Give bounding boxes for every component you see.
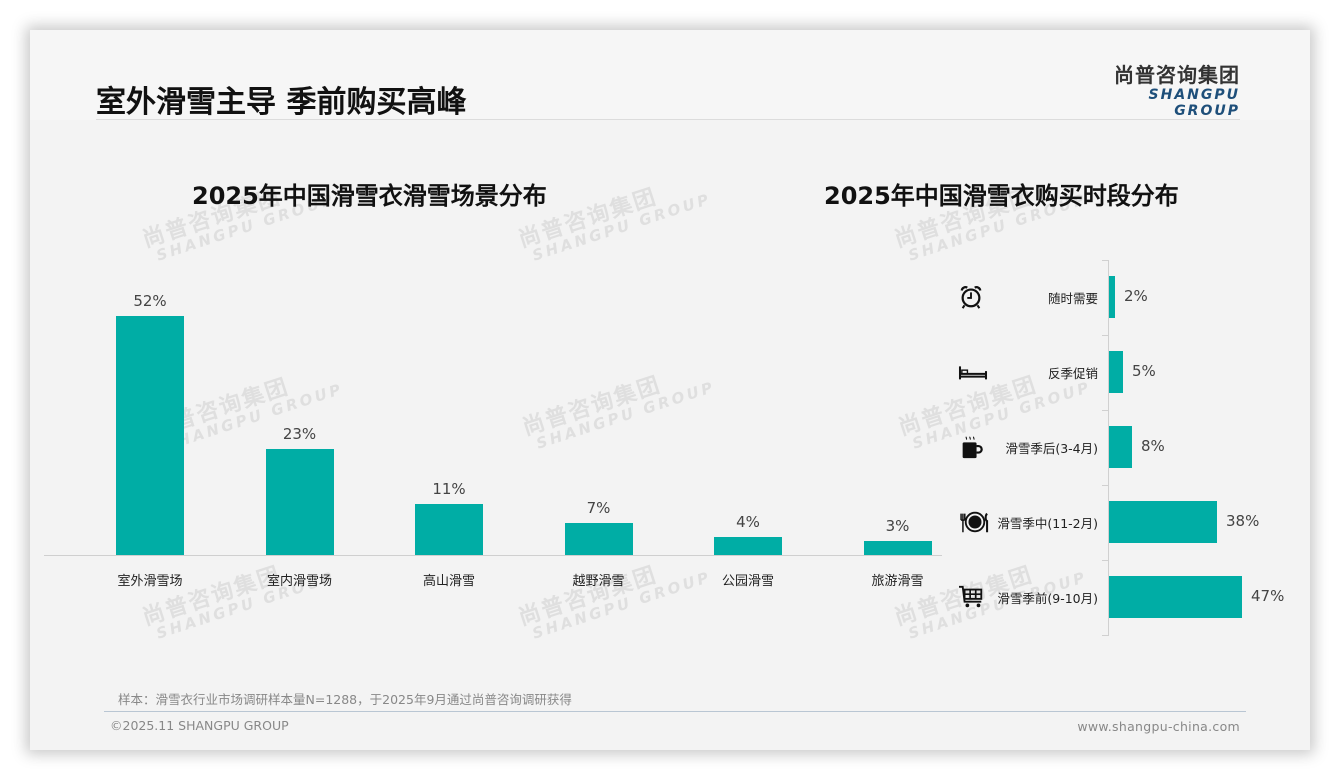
bar-value-label: 11% <box>432 480 466 498</box>
bar-row: 反季促销 5% <box>950 351 1310 393</box>
header-band <box>30 30 1310 120</box>
category-label: 公园滑雪 <box>721 574 774 589</box>
x-axis-baseline <box>44 555 942 556</box>
category-label: 滑雪季中(11-2月) <box>997 516 1098 531</box>
category-label: 室外滑雪场 <box>117 574 183 589</box>
bar-row: 滑雪季前(9-10月) 47% <box>950 576 1310 618</box>
bar-group: 23% 室内滑雪场 <box>250 280 350 590</box>
category-label: 高山滑雪 <box>422 574 475 589</box>
category-label: 反季促销 <box>1047 366 1098 381</box>
category-label: 越野滑雪 <box>572 574 625 589</box>
axis-tick <box>1102 410 1109 411</box>
bar <box>415 504 483 555</box>
category-label: 随时需要 <box>1047 291 1098 306</box>
bar <box>265 449 334 555</box>
bar-row: 滑雪季后(3-4月) 8% <box>950 426 1310 468</box>
bar <box>714 537 782 555</box>
footer-divider <box>104 711 1246 712</box>
website-link[interactable]: www.shangpu-china.com <box>1077 719 1240 734</box>
axis-tick <box>1102 485 1109 486</box>
y-axis-line <box>1108 260 1109 635</box>
bar-value-label: 23% <box>282 425 317 443</box>
logo-chinese-text: 尚普咨询集团 <box>1114 63 1240 87</box>
axis-tick <box>1102 560 1109 561</box>
hot-coffee-icon <box>958 434 986 462</box>
bar-group: 7% 越野滑雪 <box>549 280 649 590</box>
bar-value-label: 2% <box>1124 287 1148 305</box>
shopping-cart-icon <box>958 584 986 612</box>
bar-row: 随时需要 2% <box>950 276 1310 318</box>
bar-group: 4% 公园滑雪 <box>698 280 798 590</box>
bed-icon <box>958 359 988 387</box>
logo-english-text: SHANGPU GROUP <box>1148 87 1240 119</box>
axis-tick <box>1102 335 1109 336</box>
bar-row: 滑雪季中(11-2月) 38% <box>950 501 1310 543</box>
slide: 室外滑雪主导 季前购买高峰 尚普咨询集团 SHANGPU GROUP 尚普咨询集… <box>30 30 1310 750</box>
bar-value-label: 38% <box>1226 512 1260 530</box>
axis-tick <box>1102 635 1109 636</box>
bar <box>863 541 932 555</box>
scene-distribution-chart: 52% 室外滑雪场 23% 室内滑雪场 11% 高山滑雪 7% 越野滑雪 4% 公园滑雪 3% 旅游滑… <box>44 280 942 590</box>
bar <box>1109 276 1115 318</box>
bar <box>1109 576 1242 618</box>
bar-value-label: 7% <box>586 499 611 517</box>
purchase-period-chart-title: 2025年中国滑雪衣购买时段分布 <box>824 182 1179 210</box>
bar-value-label: 47% <box>1251 587 1285 605</box>
page-title: 室外滑雪主导 季前购买高峰 <box>96 85 467 120</box>
category-label: 滑雪季后(3-4月) <box>1005 441 1098 456</box>
bar-value-label: 52% <box>133 292 167 310</box>
bar <box>116 316 184 555</box>
bar <box>564 523 633 555</box>
bar-value-label: 4% <box>736 513 760 531</box>
purchase-period-chart: 随时需要 2% 反季促销 5% 滑雪季后(3-4月) 8% 滑雪季中(11-2月) 38% 滑雪… <box>950 260 1310 640</box>
bar-group: 3% 旅游滑雪 <box>848 280 948 590</box>
axis-tick <box>1102 260 1109 261</box>
category-label: 室内滑雪场 <box>266 574 332 589</box>
bar-group: 52% 室外滑雪场 <box>100 280 200 590</box>
scene-chart-title: 2025年中国滑雪衣滑雪场景分布 <box>192 182 547 210</box>
bar-group: 11% 高山滑雪 <box>399 280 499 590</box>
bar-value-label: 8% <box>1141 437 1165 455</box>
copyright-text: ©2025.11 SHANGPU GROUP <box>110 718 289 733</box>
bar-value-label: 3% <box>885 517 910 535</box>
dining-plate-icon <box>958 509 989 537</box>
bar <box>1109 501 1217 543</box>
header-divider <box>96 119 1240 120</box>
category-label: 旅游滑雪 <box>871 574 924 589</box>
company-logo: 尚普咨询集团 SHANGPU GROUP <box>1088 63 1240 119</box>
sample-footnote: 样本：滑雪衣行业市场调研样本量N=1288，于2025年9月通过尚普咨询调研获得 <box>118 692 572 707</box>
bar <box>1109 426 1132 468</box>
bar <box>1109 351 1123 393</box>
category-label: 滑雪季前(9-10月) <box>997 591 1098 606</box>
bar-value-label: 5% <box>1132 362 1156 380</box>
alarm-clock-icon <box>958 284 986 312</box>
